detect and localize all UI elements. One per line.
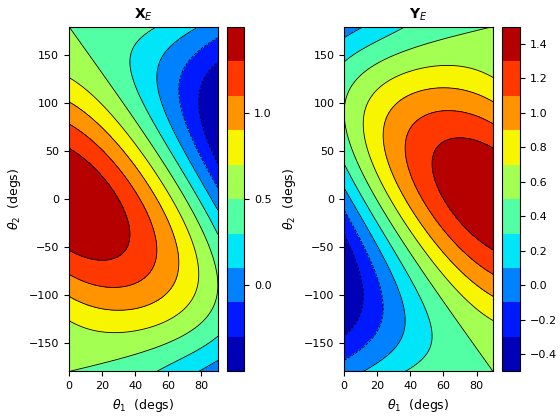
Title: Y$_E$: Y$_E$ [409, 6, 428, 23]
Y-axis label: $\theta_2$  (degs): $\theta_2$ (degs) [6, 168, 24, 230]
X-axis label: $\theta_1$  (degs): $\theta_1$ (degs) [112, 397, 175, 414]
X-axis label: $\theta_1$  (degs): $\theta_1$ (degs) [388, 397, 450, 414]
Title: X$_E$: X$_E$ [134, 6, 153, 23]
Y-axis label: $\theta_2$  (degs): $\theta_2$ (degs) [282, 168, 298, 230]
